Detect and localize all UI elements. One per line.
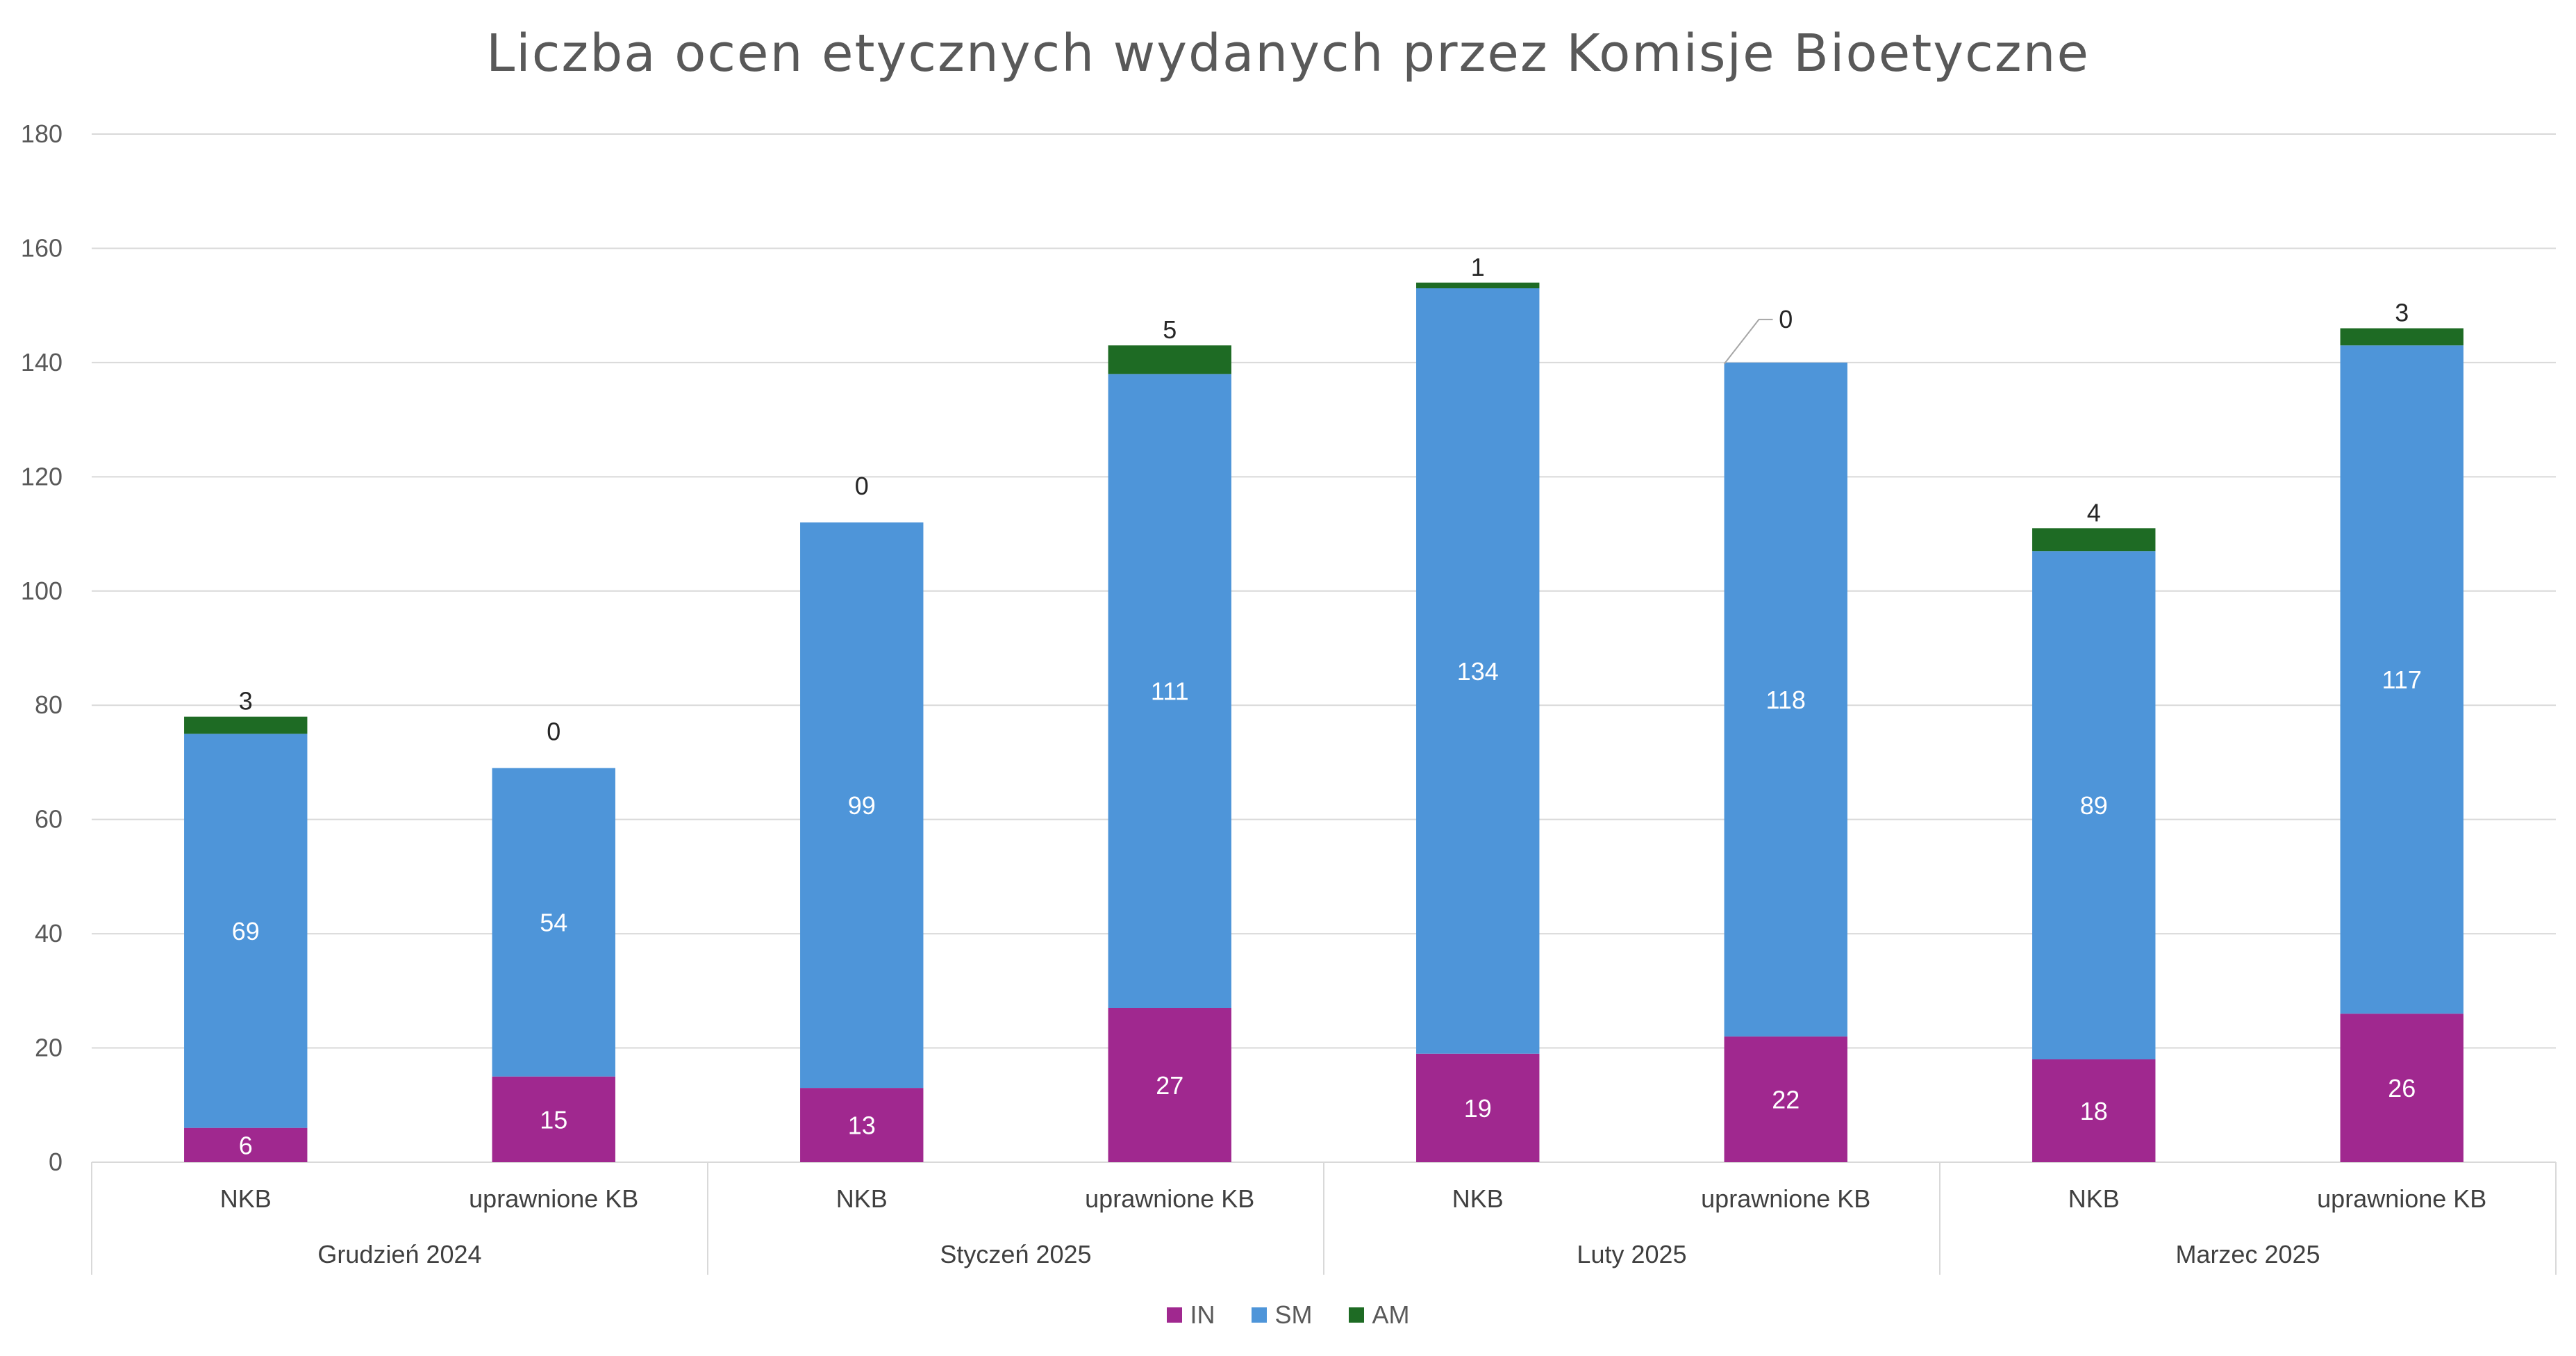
data-label: 3: [2395, 299, 2409, 327]
bar-in: [1724, 1036, 1847, 1162]
data-label: 118: [1766, 686, 1806, 714]
x-category-label: uprawnione KB: [469, 1184, 638, 1213]
y-tick-label: 140: [21, 348, 63, 377]
data-label: 1: [1471, 253, 1485, 281]
data-label: 0: [1779, 305, 1793, 333]
data-label: 27: [1156, 1071, 1183, 1100]
bar-in: [1416, 1053, 1540, 1162]
legend-swatch: [1251, 1307, 1267, 1323]
y-tick-label: 40: [35, 919, 63, 948]
data-label: 19: [1464, 1094, 1492, 1123]
data-label: 54: [540, 909, 567, 937]
data-label: 6: [239, 1131, 253, 1159]
bar-in: [800, 1088, 924, 1162]
chart-title: Liczba ocen etycznych wydanych przez Kom…: [485, 24, 2091, 83]
bar-in: [492, 1076, 615, 1162]
bar-sm: [800, 522, 924, 1089]
y-tick-label: 160: [21, 233, 63, 262]
y-tick-label: 80: [35, 691, 63, 719]
bar-sm: [1108, 374, 1231, 1008]
data-label: 5: [1163, 315, 1177, 344]
data-label: 22: [1772, 1086, 1800, 1114]
x-category-label: uprawnione KB: [2317, 1184, 2486, 1213]
data-label: 69: [232, 917, 260, 945]
bar-sm: [492, 768, 615, 1077]
legend-item-sm: SM: [1251, 1300, 1313, 1330]
data-label: 111: [1151, 677, 1189, 706]
x-category-label: NKB: [836, 1184, 888, 1213]
data-label: 26: [2388, 1074, 2416, 1102]
data-label: 89: [2080, 791, 2108, 820]
bar-in: [2340, 1014, 2463, 1162]
data-label: 0: [547, 718, 560, 746]
data-label: 4: [2087, 498, 2101, 527]
legend-swatch: [1166, 1307, 1182, 1323]
x-group-label: Styczeń 2025: [940, 1240, 1091, 1268]
bar-sm: [2032, 551, 2156, 1059]
x-group-label: Marzec 2025: [2175, 1240, 2320, 1268]
bar-am: [184, 716, 308, 734]
x-category-label: uprawnione KB: [1701, 1184, 1870, 1213]
x-category-label: NKB: [220, 1184, 272, 1213]
data-label: 117: [2382, 665, 2422, 694]
y-tick-label: 100: [21, 577, 63, 605]
legend-label: IN: [1190, 1300, 1215, 1329]
leader-line: [1723, 318, 1773, 365]
x-category-label: NKB: [2068, 1184, 2120, 1213]
x-group-label: Luty 2025: [1577, 1240, 1686, 1268]
bar-in: [1108, 1008, 1231, 1162]
bar-in: [184, 1127, 308, 1162]
bar-am: [1416, 282, 1540, 288]
bar-am: [1108, 345, 1231, 374]
legend-swatch: [1348, 1307, 1364, 1323]
legend-item-in: IN: [1166, 1300, 1215, 1330]
y-tick-label: 0: [49, 1148, 63, 1176]
data-label: 134: [1457, 657, 1499, 686]
y-tick-label: 20: [35, 1034, 63, 1062]
bar-sm: [1416, 288, 1540, 1054]
data-label: 99: [848, 791, 876, 820]
legend: IN SM AM: [0, 1300, 2576, 1330]
x-group-label: Grudzień 2024: [317, 1240, 481, 1268]
x-category-label: NKB: [1452, 1184, 1504, 1213]
data-label: 0: [855, 472, 869, 500]
bar-am: [2340, 328, 2463, 346]
y-tick-label: 120: [21, 462, 63, 490]
y-tick-label: 60: [35, 805, 63, 834]
data-label: 13: [848, 1111, 876, 1140]
y-tick-label: 180: [21, 119, 63, 148]
legend-label: SM: [1274, 1300, 1313, 1329]
data-label: 15: [540, 1105, 567, 1134]
data-label: 18: [2080, 1097, 2108, 1125]
bar-am: [2032, 528, 2156, 552]
bar-in: [2032, 1059, 2156, 1162]
legend-item-am: AM: [1348, 1300, 1410, 1330]
bar-sm: [1724, 362, 1847, 1037]
bar-sm: [2340, 345, 2463, 1014]
legend-label: AM: [1372, 1300, 1410, 1329]
data-label: 3: [239, 687, 253, 716]
bar-sm: [184, 734, 308, 1128]
x-category-label: uprawnione KB: [1085, 1184, 1254, 1213]
